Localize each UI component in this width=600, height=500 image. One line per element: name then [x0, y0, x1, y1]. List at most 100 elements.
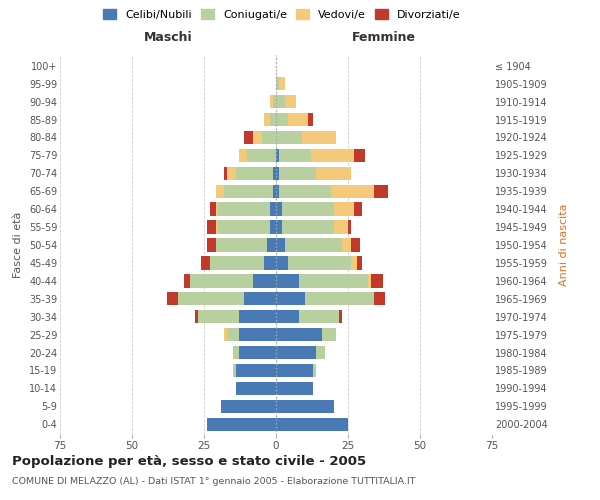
Text: COMUNE DI MELAZZO (AL) - Dati ISTAT 1° gennaio 2005 - Elaborazione TUTTITALIA.IT: COMUNE DI MELAZZO (AL) - Dati ISTAT 1° g…: [12, 478, 415, 486]
Bar: [265, 113, 270, 126]
Bar: [210, 202, 215, 216]
Bar: [334, 202, 354, 216]
Bar: [276, 77, 279, 90]
Bar: [198, 310, 239, 324]
Bar: [244, 130, 253, 144]
Bar: [207, 418, 276, 431]
Bar: [207, 238, 215, 252]
Bar: [207, 220, 215, 234]
Bar: [218, 220, 270, 234]
Bar: [236, 382, 276, 395]
Bar: [279, 148, 311, 162]
Bar: [224, 166, 227, 180]
Bar: [236, 166, 273, 180]
Bar: [221, 400, 276, 413]
Bar: [299, 310, 340, 324]
Bar: [374, 184, 388, 198]
Bar: [227, 166, 236, 180]
Bar: [302, 130, 337, 144]
Bar: [276, 95, 284, 108]
Bar: [284, 95, 296, 108]
Bar: [276, 310, 299, 324]
Bar: [276, 292, 305, 306]
Bar: [276, 256, 287, 270]
Bar: [270, 95, 273, 108]
Bar: [236, 364, 276, 377]
Bar: [253, 130, 262, 144]
Bar: [244, 292, 276, 306]
Bar: [215, 238, 268, 252]
Bar: [276, 400, 334, 413]
Bar: [276, 166, 279, 180]
Bar: [284, 238, 342, 252]
Text: Maschi: Maschi: [143, 31, 193, 44]
Bar: [215, 184, 224, 198]
Bar: [368, 274, 371, 287]
Bar: [351, 238, 359, 252]
Bar: [354, 148, 365, 162]
Bar: [276, 130, 302, 144]
Bar: [348, 220, 351, 234]
Bar: [196, 310, 198, 324]
Bar: [316, 346, 325, 360]
Y-axis label: Anni di nascita: Anni di nascita: [559, 204, 569, 286]
Bar: [311, 148, 354, 162]
Bar: [215, 220, 218, 234]
Bar: [279, 184, 331, 198]
Bar: [282, 220, 334, 234]
Bar: [279, 77, 284, 90]
Bar: [247, 148, 276, 162]
Bar: [287, 113, 308, 126]
Bar: [224, 184, 273, 198]
Bar: [276, 202, 282, 216]
Bar: [276, 238, 284, 252]
Bar: [184, 274, 190, 287]
Bar: [270, 220, 276, 234]
Bar: [342, 238, 351, 252]
Bar: [273, 95, 276, 108]
Bar: [167, 292, 178, 306]
Bar: [356, 256, 362, 270]
Bar: [276, 184, 279, 198]
Bar: [287, 256, 351, 270]
Bar: [227, 328, 239, 342]
Bar: [276, 382, 313, 395]
Bar: [190, 274, 253, 287]
Bar: [239, 328, 276, 342]
Bar: [331, 184, 374, 198]
Y-axis label: Fasce di età: Fasce di età: [13, 212, 23, 278]
Bar: [265, 256, 276, 270]
Bar: [299, 274, 368, 287]
Bar: [270, 113, 276, 126]
Bar: [351, 256, 356, 270]
Bar: [354, 202, 362, 216]
Bar: [273, 166, 276, 180]
Bar: [308, 113, 313, 126]
Bar: [239, 148, 247, 162]
Bar: [371, 274, 383, 287]
Bar: [233, 364, 236, 377]
Bar: [224, 328, 227, 342]
Bar: [305, 292, 374, 306]
Bar: [276, 113, 287, 126]
Bar: [276, 328, 322, 342]
Text: Femmine: Femmine: [352, 31, 416, 44]
Bar: [233, 346, 239, 360]
Bar: [276, 274, 299, 287]
Bar: [276, 346, 316, 360]
Bar: [276, 364, 313, 377]
Bar: [279, 166, 316, 180]
Bar: [210, 256, 265, 270]
Text: Popolazione per età, sesso e stato civile - 2005: Popolazione per età, sesso e stato civil…: [12, 455, 366, 468]
Bar: [215, 202, 218, 216]
Bar: [268, 238, 276, 252]
Bar: [218, 202, 270, 216]
Bar: [239, 310, 276, 324]
Bar: [276, 220, 282, 234]
Bar: [178, 292, 244, 306]
Bar: [201, 256, 210, 270]
Bar: [282, 202, 334, 216]
Bar: [262, 130, 276, 144]
Legend: Celibi/Nubili, Coniugati/e, Vedovi/e, Divorziati/e: Celibi/Nubili, Coniugati/e, Vedovi/e, Di…: [100, 6, 464, 23]
Bar: [340, 310, 342, 324]
